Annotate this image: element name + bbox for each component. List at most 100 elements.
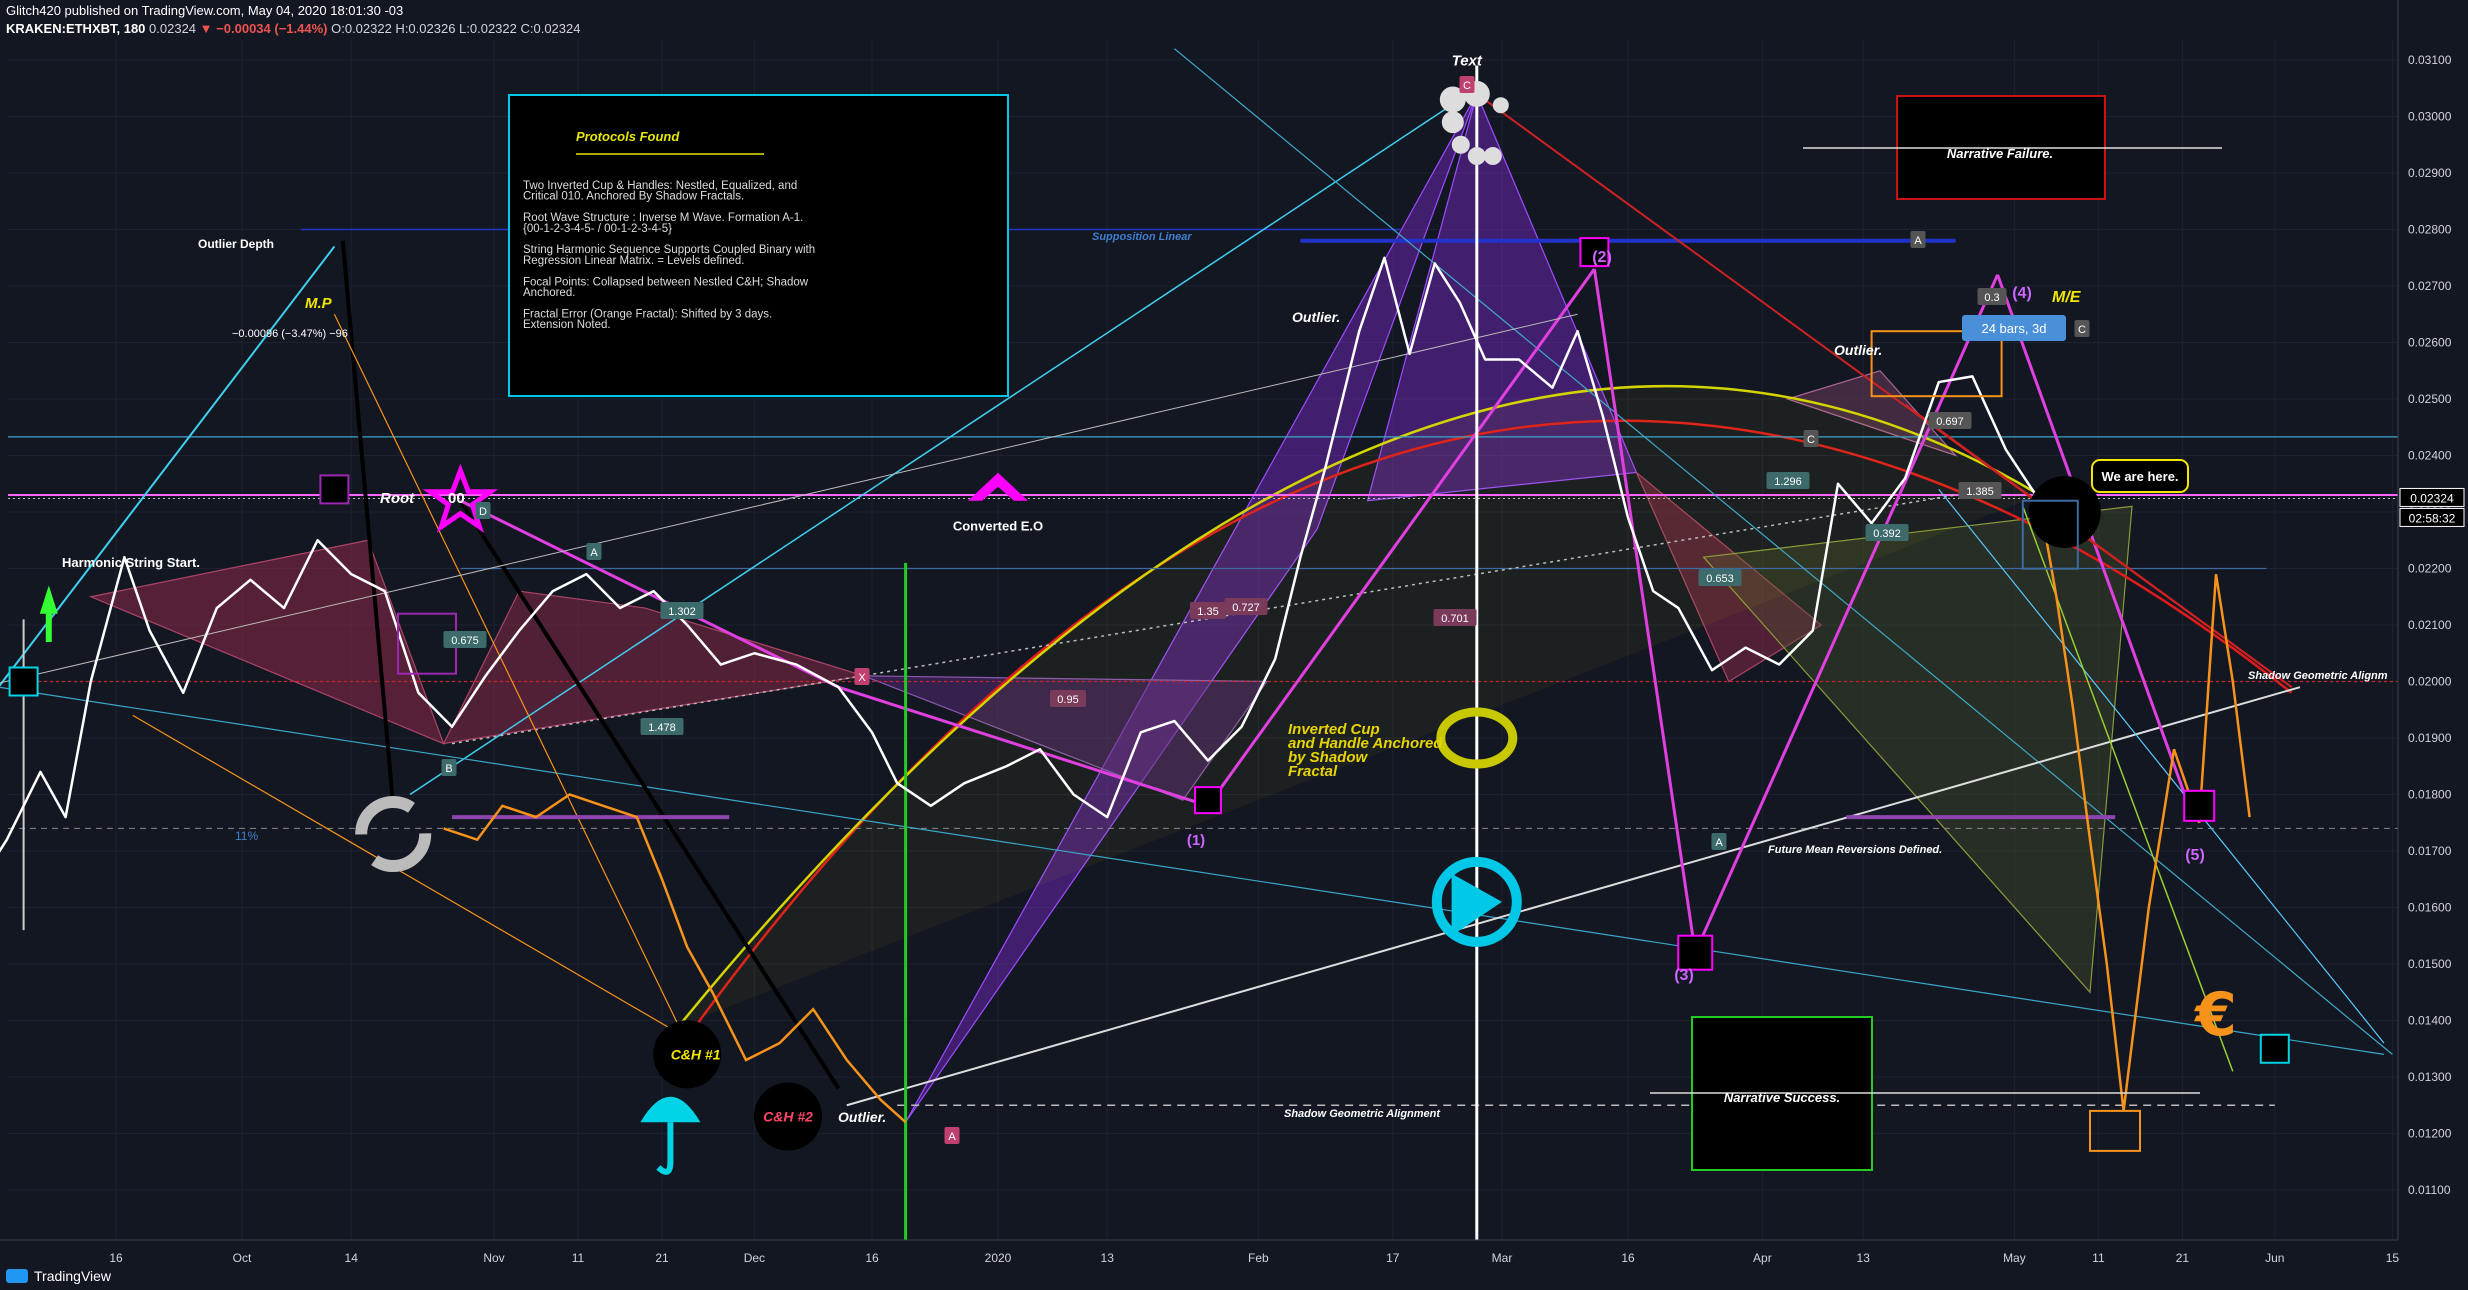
last-price: 0.02324	[149, 21, 197, 36]
purple-square-root	[319, 474, 350, 505]
inverted-cup-label: and Handle Anchored	[1288, 735, 1443, 752]
x-tick-label: Apr	[1753, 1251, 1772, 1265]
countdown-box	[2399, 507, 2465, 527]
tradingview-icon	[6, 1269, 28, 1283]
protocols-line: Anchored.	[523, 287, 575, 299]
ratio-1478-bg	[640, 718, 684, 735]
protocols-line: Critical 010. Anchored By Shadow Fractal…	[523, 191, 744, 203]
me-label: M/E	[2052, 289, 2082, 306]
ratio-135: 1.35	[1197, 606, 1218, 618]
orange-fractal-series-1	[443, 793, 907, 1124]
root-00-label: 00	[448, 490, 465, 507]
converted-eo-label: Converted E.O	[953, 519, 1043, 534]
orange-outlier-box	[1870, 330, 2003, 398]
ch1-label: C&H #1	[671, 1046, 721, 1062]
umbrella-handle-icon	[656, 1122, 674, 1175]
cyan-end-line	[1938, 489, 2385, 1044]
y-tick-label: 0.01700	[2408, 844, 2452, 858]
peak-dot	[1467, 147, 1486, 166]
wave-3-label: (3)	[1674, 967, 1694, 984]
y-tick-label: 0.02100	[2408, 618, 2452, 632]
harmonic-xabcd-3	[863, 675, 1268, 801]
x-tick-label: 15	[2386, 1251, 2400, 1265]
ratio-0392-bg	[1865, 524, 1909, 541]
ratio-1385: 1.385	[1966, 486, 1994, 498]
cyan-square-right	[2259, 1033, 2290, 1064]
x-tick-label: 13	[1857, 1251, 1871, 1265]
ratio-0697: 0.697	[1936, 416, 1964, 428]
protocols-line: String Harmonic Sequence Supports Couple…	[523, 244, 815, 256]
point-c-1: C	[1463, 80, 1471, 92]
harmonic-string-label: Harmonic String Start.	[62, 555, 200, 570]
ratio-0675-bg	[443, 631, 487, 648]
point-b-1: B	[445, 763, 452, 775]
outlier-depth-label: Outlier Depth	[198, 237, 274, 251]
wave-2-square	[1579, 237, 1610, 268]
point-c-2-bg	[1803, 430, 1819, 447]
mp-label: M.P	[305, 295, 333, 312]
y-tick-label: 0.01600	[2408, 901, 2452, 915]
x-tick-label: Mar	[1492, 1251, 1513, 1265]
magenta-wave-2-3	[1592, 268, 1697, 953]
point-d-1: D	[479, 506, 487, 518]
inverted-cup-label: Fractal	[1288, 763, 1338, 780]
supposition-linear-label: Supposition Linear	[1092, 231, 1192, 243]
cyan-square-left	[8, 666, 39, 697]
publisher-line: Glitch420 published on TradingView.com, …	[6, 3, 404, 18]
y-tick-label: 0.01200	[2408, 1127, 2452, 1141]
ratio-03: 0.3	[1984, 292, 1999, 304]
play-triangle-icon	[1451, 873, 1502, 936]
wave-2-label: (2)	[1592, 249, 1612, 266]
y-tick-label: 0.02800	[2408, 223, 2452, 237]
ratio-0727: 0.727	[1232, 602, 1260, 614]
ratio-135-bg	[1190, 602, 1226, 619]
symbol[interactable]: KRAKEN:ETHXBT, 180	[6, 21, 146, 36]
point-a-2-bg	[944, 1127, 960, 1144]
harmonic-xabcd-1	[88, 539, 445, 745]
inverted-cup-label: by Shadow	[1288, 749, 1369, 766]
black-line-b	[458, 499, 841, 1090]
wave-5-square	[2183, 789, 2216, 822]
y-tick-label: 0.03000	[2408, 110, 2452, 124]
we-are-here-label: We are here.	[2101, 469, 2178, 484]
tradingview-logo[interactable]: TradingView	[6, 1268, 111, 1284]
eth-price-series	[0, 256, 2041, 853]
root-label: Root	[380, 490, 415, 507]
orange-fan-line	[132, 714, 696, 1044]
protocols-line: Fractal Error (Orange Fractal): Shifted …	[523, 308, 772, 320]
ratio-03-bg	[1977, 288, 2007, 305]
narrative-success-label: Narrative Success.	[1724, 1090, 1840, 1105]
x-tick-label: Feb	[1248, 1251, 1269, 1265]
cyan-channel-line	[0, 686, 2385, 1055]
ratio-095: 0.95	[1057, 694, 1078, 706]
outlier-label-2: Outlier.	[838, 1109, 886, 1125]
ohlc-values: O:0.02322 H:0.02326 L:0.02322 C:0.02324	[331, 21, 581, 36]
pct-11-label: 11%	[235, 829, 258, 843]
peak-dot	[1483, 147, 1502, 166]
outlier-measure-label: −0.00096 (−3.47%) −96	[232, 328, 348, 340]
wave-4-label: (4)	[2012, 285, 2032, 302]
down-triangle-icon: ▼	[199, 21, 213, 36]
we-are-here-bubble	[2091, 459, 2189, 493]
white-support-line	[846, 686, 2301, 1107]
x-tick-label: Dec	[744, 1251, 765, 1265]
point-d-1-bg	[475, 502, 491, 519]
point-c-3-bg	[2074, 320, 2090, 337]
ratio-1478: 1.478	[648, 722, 676, 734]
umbrella-icon	[640, 1096, 701, 1123]
outlier-label-1: Outlier.	[1292, 309, 1340, 325]
y-tick-label: 0.01400	[2408, 1014, 2452, 1028]
ratio-0701-bg	[1433, 609, 1477, 626]
x-tick-label: 11	[2092, 1251, 2105, 1265]
y-tick-label: 0.02000	[2408, 675, 2452, 689]
point-x: X	[858, 672, 866, 684]
white-fan-line	[0, 313, 1578, 684]
price-label: 0.02324	[2410, 491, 2454, 505]
sync-arrows-icon	[355, 796, 432, 873]
point-a-1: A	[590, 547, 598, 559]
cyan-diagonal-line	[1174, 48, 2393, 1055]
point-c-3: C	[2078, 324, 2086, 336]
star-icon	[422, 463, 499, 533]
protocols-title: Protocols Found	[576, 129, 680, 144]
